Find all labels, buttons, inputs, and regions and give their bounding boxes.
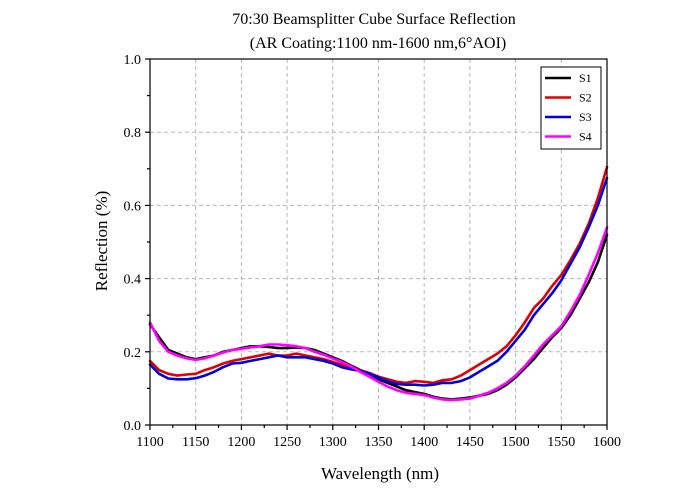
x-tick-label: 1100 (136, 435, 163, 450)
legend-label-s2: S2 (579, 91, 592, 105)
series-line-s4 (148, 226, 609, 402)
x-tick-label: 1200 (227, 435, 255, 450)
y-tick-label: 0.0 (124, 419, 142, 434)
x-axis-label: Wavelength (nm) (321, 464, 439, 483)
y-tick-label: 0.6 (124, 199, 142, 214)
legend-label-s3: S3 (579, 110, 592, 124)
axis-ticks: 1100 1150 1200 1250 1300 1350 1400 1450 1500 1550… (124, 53, 622, 450)
x-tick-label: 1500 (502, 435, 530, 450)
x-tick-label: 1250 (273, 435, 301, 450)
y-tick-label: 0.2 (124, 346, 142, 361)
x-tick-label: 1400 (410, 435, 438, 450)
x-tick-label: 1550 (547, 435, 575, 450)
legend-label-s1: S1 (579, 71, 592, 85)
x-tick-label: 1600 (593, 435, 621, 450)
legend: S1 S2 S3 S4 (540, 66, 602, 150)
legend-label-s4: S4 (579, 130, 592, 144)
x-tick-label: 1300 (319, 435, 347, 450)
y-tick-label: 0.8 (124, 126, 142, 141)
chart-subtitle: (AR Coating:1100 nm-1600 nm,6°AOI) (250, 35, 506, 52)
series-layer (148, 165, 609, 402)
y-axis-label: Reflection (%) (92, 191, 111, 292)
chart-title: 70:30 Beamsplitter Cube Surface Reflecti… (232, 11, 515, 28)
y-tick-label: 0.4 (124, 273, 142, 288)
x-tick-label: 1350 (365, 435, 393, 450)
y-tick-label: 1.0 (124, 53, 142, 68)
series-line-s3 (148, 176, 609, 387)
x-tick-label: 1150 (182, 435, 209, 450)
x-tick-label: 1450 (456, 435, 484, 450)
